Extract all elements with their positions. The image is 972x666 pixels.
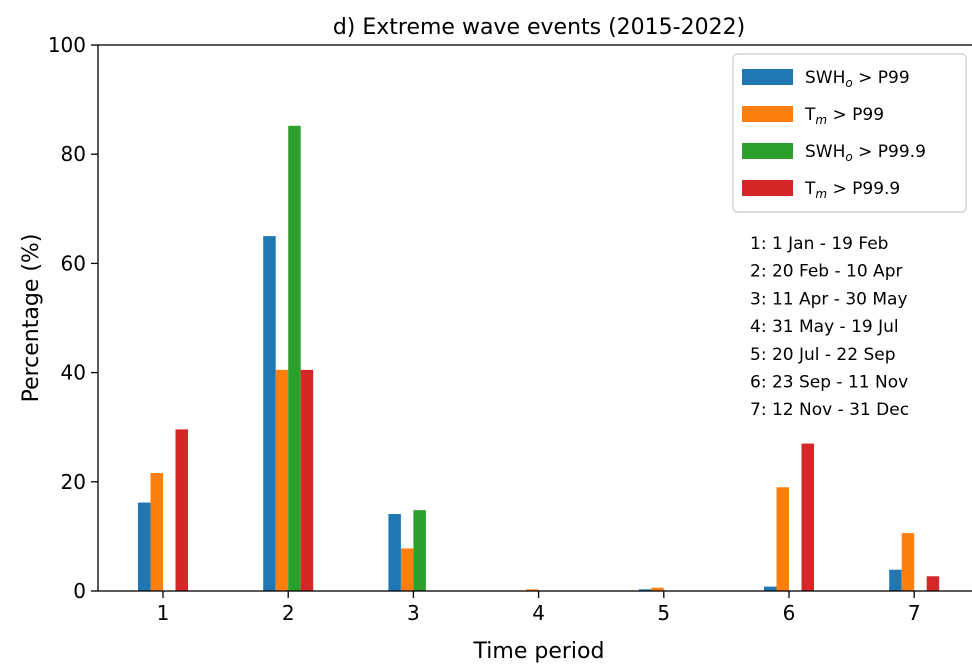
period-annotations: 1: 1 Jan - 19 Feb 2: 20 Feb - 10 Apr 3: 11… [750, 234, 909, 420]
legend-box [732, 53, 967, 213]
y-tick-label: 100 [48, 33, 86, 57]
bar-series1-period-3 [388, 514, 401, 591]
legend-label: SWHo > P99 [805, 68, 910, 90]
x-axis: 1 2 3 4 5 6 7 [157, 591, 921, 625]
bar-series1-period-2 [263, 236, 276, 591]
legend: SWHo > P99 Tm > P99 SWHo > P99.9 Tm > P99.9 [732, 53, 967, 213]
period-note-4: 4: 31 May - 19 Jul [750, 317, 899, 337]
bar-series2-period-4 [526, 589, 539, 591]
legend-label: SWHo > P99.9 [805, 142, 926, 164]
chart-title: d) Extreme wave events (2015-2022) [333, 15, 745, 40]
bar-series2-period-1 [150, 473, 163, 591]
y-axis-label: Percentage (%) [19, 234, 44, 403]
legend-swatch [742, 106, 793, 122]
bars-group [138, 125, 940, 591]
bar-series4-period-1 [175, 429, 188, 591]
legend-swatch [742, 143, 793, 159]
bar-series4-period-6 [801, 443, 814, 591]
x-tick-label: 6 [783, 601, 796, 625]
bar-series1-period-1 [138, 502, 151, 591]
plot-frame [97, 44, 972, 592]
bar-series3-period-3 [413, 510, 426, 591]
period-note-6: 6: 23 Sep - 11 Nov [750, 373, 908, 393]
y-tick-label: 0 [73, 579, 86, 603]
y-axis: 0 20 40 60 80 100 [48, 33, 98, 603]
period-note-2: 2: 20 Feb - 10 Apr [750, 262, 902, 282]
period-note-3: 3: 11 Apr - 30 May [750, 289, 908, 309]
period-note-5: 5: 20 Jul - 22 Sep [750, 345, 896, 365]
bar-series2-period-7 [901, 533, 915, 591]
y-tick-label: 20 [61, 470, 86, 494]
y-tick-label: 80 [61, 142, 86, 166]
bar-series2-period-5 [651, 587, 664, 591]
period-note-1: 1: 1 Jan - 19 Feb [750, 234, 888, 254]
bar-series2-period-3 [400, 548, 414, 591]
x-tick-label: 5 [657, 601, 670, 625]
bar-series2-period-6 [776, 487, 789, 591]
bar-series2-period-2 [275, 369, 289, 591]
bar-series1-period-5 [638, 589, 652, 591]
bar-series4-period-2 [300, 369, 314, 591]
x-axis-label: Time period [473, 639, 605, 664]
y-tick-label: 60 [61, 251, 86, 275]
legend-label: Tm > P99.9 [804, 179, 900, 201]
x-tick-label: 7 [908, 601, 921, 625]
period-note-7: 7: 12 Nov - 31 Dec [750, 400, 909, 420]
bar-series4-period-7 [926, 576, 940, 591]
bar-series1-period-6 [764, 586, 777, 591]
x-tick-label: 4 [532, 601, 545, 625]
x-tick-label: 3 [407, 601, 420, 625]
bar-series1-period-7 [889, 569, 902, 591]
x-tick-label: 1 [157, 601, 170, 625]
legend-label: Tm > P99 [804, 105, 884, 127]
y-tick-label: 40 [61, 361, 86, 385]
legend-swatch [742, 69, 793, 85]
x-tick-label: 2 [282, 601, 295, 625]
legend-swatch [742, 180, 793, 196]
bar-series3-period-2 [288, 125, 301, 591]
